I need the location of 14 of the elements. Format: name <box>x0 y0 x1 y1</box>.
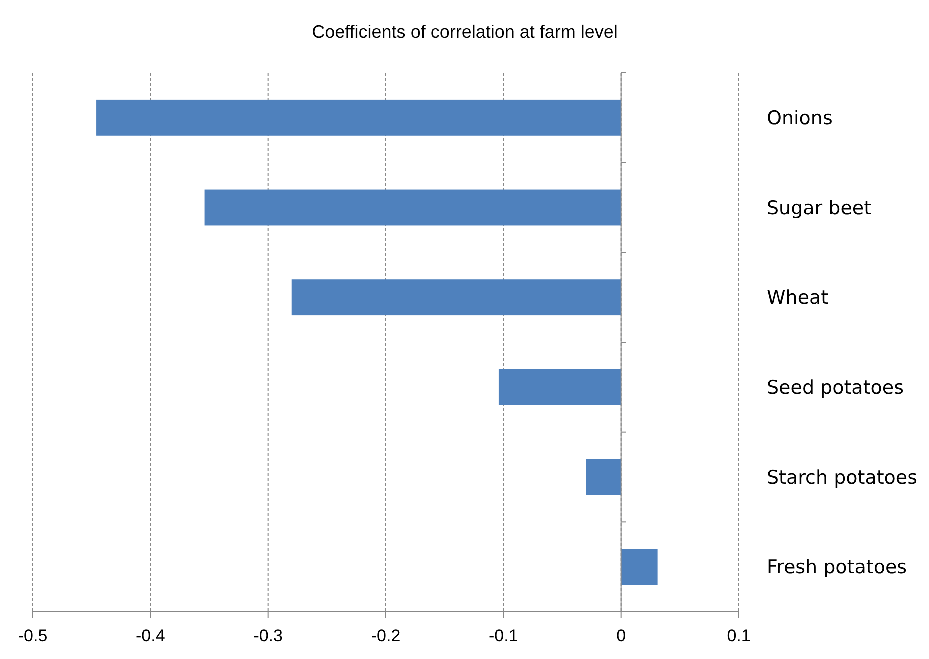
x-tick-label: 0 <box>616 626 626 646</box>
y-tick-label: Sugar beet <box>767 197 872 220</box>
x-tick-label: -0.5 <box>18 626 48 646</box>
y-tick-label: Wheat <box>767 287 829 310</box>
x-tick-label: -0.4 <box>136 626 166 646</box>
y-tick-label: Seed potatoes <box>767 377 904 400</box>
x-tick-label: 0.1 <box>727 626 751 646</box>
x-tick-label: -0.2 <box>371 626 401 646</box>
x-tick-label: -0.3 <box>254 626 283 646</box>
y-tick-label: Fresh potatoes <box>767 556 908 579</box>
y-tick-label: Starch potatoes <box>767 466 918 489</box>
x-tick-label: -0.1 <box>489 626 518 646</box>
chart-title: Coefficients of correlation at farm level <box>312 22 618 42</box>
y-tick-label: Onions <box>767 108 833 130</box>
